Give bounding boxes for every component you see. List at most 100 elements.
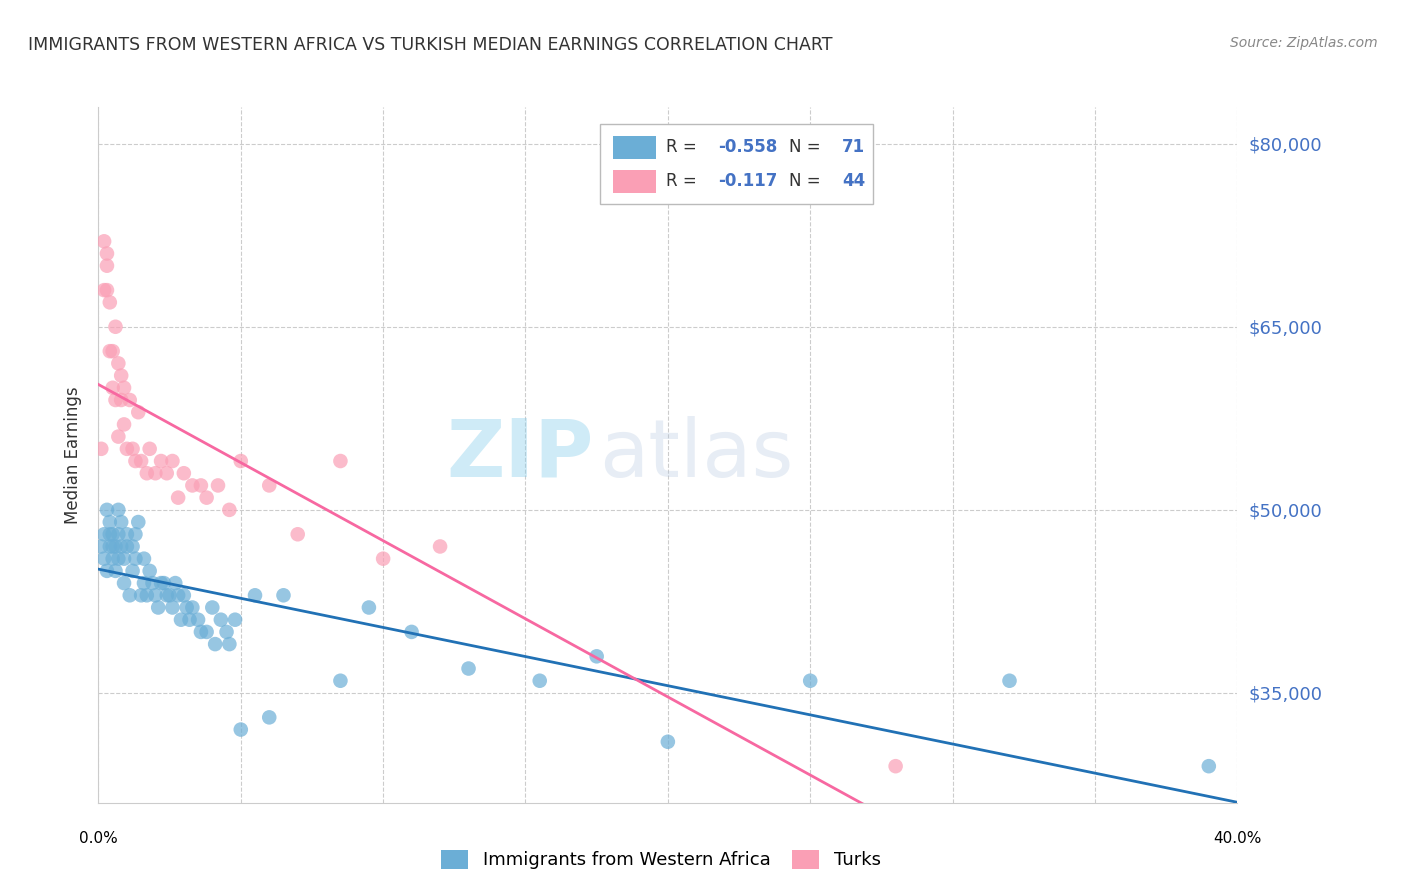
Point	[132, 551, 155, 566]
Point	[101, 540, 124, 554]
Point	[329, 673, 352, 688]
Point	[329, 454, 352, 468]
Point	[457, 661, 479, 675]
Point	[93, 551, 115, 566]
Point	[145, 588, 167, 602]
Point	[127, 405, 149, 419]
Point	[195, 491, 218, 505]
FancyBboxPatch shape	[599, 124, 873, 204]
Point	[98, 515, 121, 529]
Point	[224, 613, 246, 627]
Point	[121, 442, 143, 456]
Point	[118, 392, 141, 407]
Point	[176, 600, 198, 615]
Point	[148, 600, 170, 615]
Point	[101, 344, 124, 359]
Point	[884, 759, 907, 773]
Text: 40.0%: 40.0%	[1213, 830, 1261, 846]
Point	[98, 540, 121, 554]
Point	[138, 564, 160, 578]
FancyBboxPatch shape	[613, 136, 657, 159]
Point	[101, 551, 124, 566]
Text: Source: ZipAtlas.com: Source: ZipAtlas.com	[1230, 36, 1378, 50]
Point	[209, 613, 232, 627]
Text: -0.117: -0.117	[718, 172, 778, 191]
Point	[657, 735, 679, 749]
Text: 44: 44	[842, 172, 865, 191]
Point	[998, 673, 1021, 688]
Point	[799, 673, 821, 688]
Point	[104, 392, 127, 407]
Text: R =: R =	[665, 138, 702, 156]
Point	[90, 540, 112, 554]
Point	[259, 478, 281, 492]
Point	[121, 564, 143, 578]
Point	[107, 429, 129, 443]
Point	[104, 564, 127, 578]
Point	[150, 454, 173, 468]
Point	[118, 588, 141, 602]
Point	[101, 381, 124, 395]
Point	[1198, 759, 1220, 773]
Point	[167, 588, 190, 602]
Point	[107, 356, 129, 370]
Point	[243, 588, 266, 602]
Point	[170, 613, 193, 627]
Point	[135, 467, 157, 481]
Point	[93, 235, 115, 249]
Point	[150, 576, 173, 591]
Point	[373, 551, 395, 566]
Point	[115, 527, 138, 541]
Point	[401, 624, 423, 639]
Point	[127, 515, 149, 529]
Point	[190, 624, 212, 639]
Point	[187, 613, 209, 627]
Point	[173, 467, 195, 481]
Point	[98, 527, 121, 541]
Point	[96, 246, 118, 260]
Point	[96, 503, 118, 517]
Point	[132, 576, 155, 591]
Legend: Immigrants from Western Africa, Turks: Immigrants from Western Africa, Turks	[432, 841, 890, 879]
Point	[273, 588, 295, 602]
Point	[204, 637, 226, 651]
Point	[138, 442, 160, 456]
Point	[101, 527, 124, 541]
Point	[218, 637, 240, 651]
Text: -0.558: -0.558	[718, 138, 778, 156]
Point	[129, 588, 152, 602]
Point	[162, 454, 184, 468]
Point	[107, 527, 129, 541]
Text: N =: N =	[789, 138, 825, 156]
Point	[98, 344, 121, 359]
Point	[107, 503, 129, 517]
Point	[585, 649, 607, 664]
Point	[215, 624, 238, 639]
Point	[115, 442, 138, 456]
Point	[112, 551, 135, 566]
Point	[529, 673, 551, 688]
Point	[156, 588, 179, 602]
Point	[93, 527, 115, 541]
Text: N =: N =	[789, 172, 825, 191]
Point	[287, 527, 309, 541]
Point	[141, 576, 163, 591]
Point	[229, 454, 252, 468]
Point	[115, 540, 138, 554]
Point	[104, 319, 127, 334]
Point	[259, 710, 281, 724]
Point	[98, 295, 121, 310]
Point	[124, 527, 146, 541]
Point	[112, 381, 135, 395]
Text: 0.0%: 0.0%	[79, 830, 118, 846]
Point	[229, 723, 252, 737]
Point	[357, 600, 380, 615]
Text: atlas: atlas	[599, 416, 794, 494]
Point	[162, 600, 184, 615]
Point	[173, 588, 195, 602]
Point	[96, 283, 118, 297]
Point	[159, 588, 181, 602]
Point	[110, 540, 132, 554]
Point	[201, 600, 224, 615]
Point	[104, 540, 127, 554]
